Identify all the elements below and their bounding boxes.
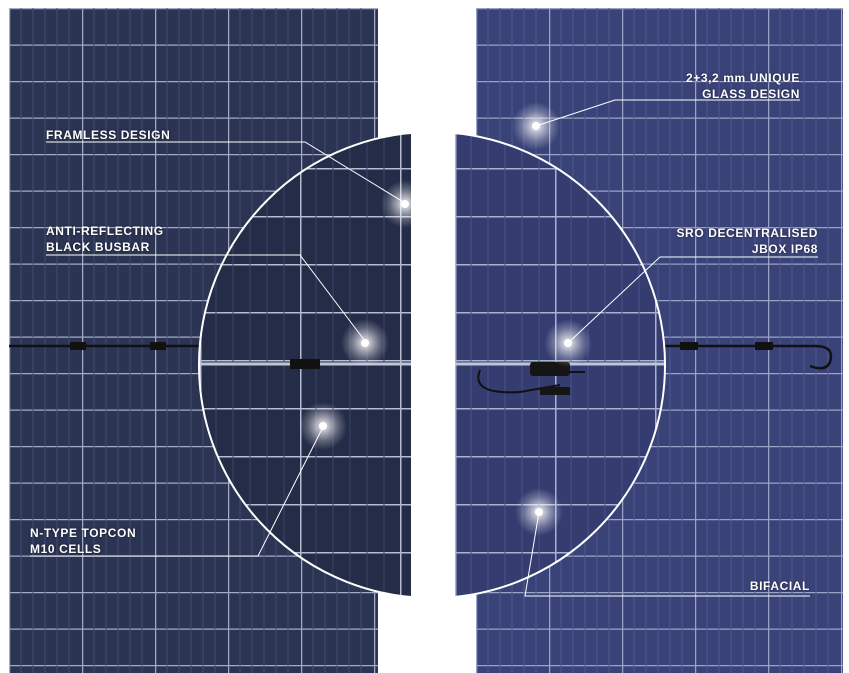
callout-busbar-line1: ANTI-REFLECTING <box>46 224 164 238</box>
callout-anti-reflecting-busbar: ANTI-REFLECTING BLACK BUSBAR <box>46 223 164 255</box>
callout-bifacial: BIFACIAL <box>690 578 810 594</box>
callout-topcon-line1: N-TYPE TOPCON <box>30 526 137 540</box>
callout-topcon-line2: M10 CELLS <box>30 542 102 556</box>
hotspot-glass <box>512 102 560 150</box>
hotspot-frameless <box>381 180 429 228</box>
leader-bifacial <box>524 511 810 597</box>
hotspot-bifacial <box>515 488 563 536</box>
callout-bifacial-line1: BIFACIAL <box>749 579 810 593</box>
callout-ntype-topcon: N-TYPE TOPCON M10 CELLS <box>30 525 136 557</box>
callout-busbar-line2: BLACK BUSBAR <box>46 240 150 254</box>
callout-jbox-line1: SRO DECENTRALISED <box>676 226 818 240</box>
callout-frameless-line1: FRAMLESS DESIGN <box>46 128 171 142</box>
rear-panel-cable <box>640 344 833 370</box>
callout-decentralised-jbox: SRO DECENTRALISED JBOX IP68 <box>618 225 818 257</box>
leader-topcon <box>30 426 324 557</box>
hotspot-jbox <box>544 319 592 367</box>
leader-jbox <box>567 256 818 344</box>
callout-jbox-line2: JBOX IP68 <box>751 242 818 256</box>
callout-glass-line2: GLASS DESIGN <box>702 87 800 101</box>
callout-glass-line1: 2+3,2 mm UNIQUE <box>685 71 800 85</box>
hotspot-busbar <box>341 319 389 367</box>
leader-frameless <box>46 141 406 204</box>
callout-glass-design: 2+3,2 mm UNIQUE GLASS DESIGN <box>640 70 800 102</box>
hotspot-topcon <box>299 402 347 450</box>
callout-frameless-design: FRAMLESS DESIGN <box>46 127 170 143</box>
leader-glass <box>535 99 800 127</box>
leader-busbar <box>46 254 366 342</box>
